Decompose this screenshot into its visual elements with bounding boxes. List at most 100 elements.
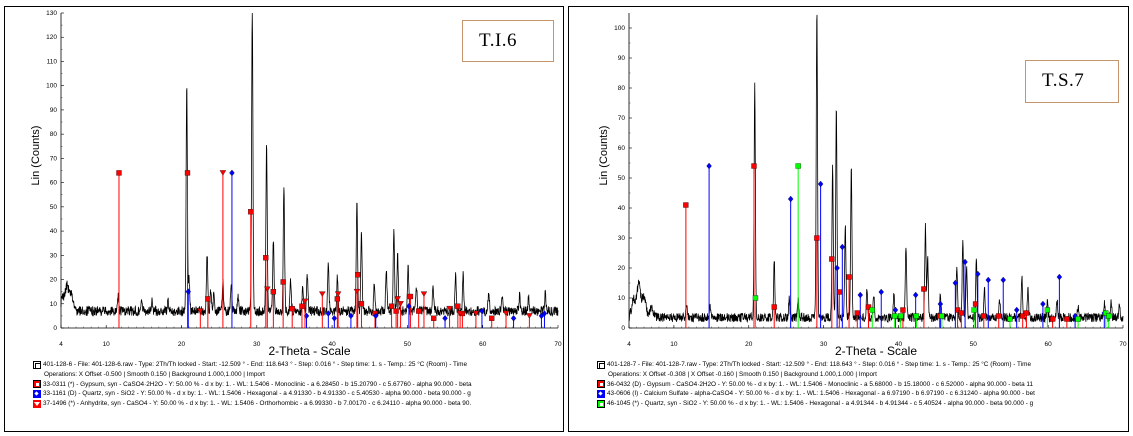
diamond-marker [479, 307, 485, 315]
square-marker [939, 313, 945, 319]
triangle-marker [472, 310, 480, 317]
x-tick-label: 50 [970, 341, 978, 348]
square-marker [892, 313, 898, 319]
x-axis-label: 2-Theta - Scale [268, 344, 350, 358]
square-marker [280, 279, 286, 285]
square-marker [1020, 313, 1026, 319]
legend-text: 36-0432 (D) - Gypsum - CaSO4·2H2O - Y: 5… [607, 380, 1034, 388]
legend: 401-128-7 - File: 401-128-7.raw - Type: … [597, 360, 1127, 409]
triangle-marker [301, 298, 309, 305]
y-tick-label: 120 [46, 34, 57, 41]
diamond-marker [952, 279, 959, 287]
diamond-marker [892, 306, 899, 314]
xrd-panel-ts7: 0 10 20 30 40 50 60 70 80 90 100 4 10 20 30 40 50 60 70 2-T… [568, 6, 1129, 432]
sample-tag-box: T.S.7 [1025, 60, 1119, 103]
legend-item: 33-0311 (*) - Gypsum, syn - CaSO4·2H2O -… [33, 380, 563, 390]
x-tick-label: 70 [1119, 341, 1127, 348]
x-tick-label: 30 [253, 341, 261, 348]
diamond-marker [857, 291, 863, 299]
square-marker [1064, 316, 1070, 322]
x-tick-label: 10 [670, 341, 678, 348]
square-marker [270, 289, 277, 295]
y-axis-label: Lin (Counts) [598, 126, 610, 186]
x-tick-label: 70 [554, 341, 562, 348]
legend-item: 33-1161 (D) - Quartz, syn - SiO2 - Y: 50… [33, 389, 563, 399]
square-marker [921, 286, 927, 292]
y-tick-label: 90 [618, 55, 626, 62]
diamond-marker [541, 310, 548, 317]
diamond-marker [787, 195, 794, 203]
diamond-marker [331, 315, 338, 322]
y-tick-label: 70 [618, 115, 626, 122]
square-marker [900, 307, 906, 313]
y-axis-label: Lin (Counts) [30, 126, 42, 186]
diamond-marker [839, 243, 846, 251]
diamond-marker [962, 258, 968, 266]
diamond-marker [834, 264, 840, 272]
square-marker-icon [597, 380, 605, 389]
square-marker [898, 313, 904, 319]
diffraction-pattern-line [60, 12, 559, 318]
square-marker [971, 307, 977, 313]
square-marker [431, 315, 437, 321]
square-marker [846, 274, 852, 280]
diamond-marker [348, 312, 354, 320]
square-marker [1023, 310, 1030, 316]
y-tick-label: 110 [47, 58, 58, 65]
scan-legend-icon [33, 360, 41, 369]
y-tick-label: 100 [614, 25, 625, 32]
square-marker [1075, 316, 1081, 322]
square-marker-icon [33, 380, 41, 389]
triangle-marker [219, 170, 227, 176]
y-tick-label: 40 [50, 228, 58, 235]
diamond-marker [1014, 306, 1020, 314]
square-marker [334, 296, 341, 302]
x-tick-label: 20 [178, 341, 186, 348]
x-axis-label: 2-Theta - Scale [835, 344, 917, 358]
x-tick-label: 20 [745, 341, 753, 348]
sample-tag: T.S.7 [1042, 70, 1085, 91]
square-marker-icon [597, 400, 605, 409]
diamond-marker [1056, 273, 1063, 281]
diamond-marker-icon [597, 390, 605, 399]
x-tick-label: 60 [1045, 341, 1053, 348]
square-marker [455, 303, 461, 309]
legend-text: 33-1161 (D) - Quartz, syn - SiO2 - Y: 50… [43, 390, 471, 398]
diamond-marker [1000, 276, 1006, 284]
y-tick-label: 0 [53, 325, 57, 332]
y-tick-label: 80 [50, 131, 58, 138]
diamond-marker [878, 288, 884, 296]
x-tick-label: 4 [627, 341, 631, 348]
diamond-marker-icon [33, 390, 41, 399]
triangle-marker-icon [33, 400, 41, 409]
y-tick-label: 60 [50, 180, 58, 187]
square-marker [489, 315, 495, 321]
square-marker [865, 304, 872, 310]
diamond-marker [185, 288, 191, 295]
triangle-marker [456, 310, 464, 317]
square-marker [1106, 313, 1112, 319]
x-tick-label: 60 [479, 341, 487, 348]
square-marker [913, 313, 920, 319]
triangle-marker [394, 296, 401, 302]
legend-text: Operations: X Offset -0.308 | X Offset -… [608, 370, 877, 378]
x-tick-label: 30 [820, 341, 828, 348]
y-tick-label: 30 [50, 252, 58, 259]
square-marker [355, 272, 361, 278]
square-marker [1044, 307, 1051, 313]
square-marker [289, 305, 295, 312]
square-marker [771, 304, 777, 310]
x-tick-label: 40 [328, 341, 336, 348]
y-tick-label: 70 [50, 155, 58, 162]
triangle-marker [353, 289, 361, 295]
legend-text: 43-0606 (I) - Calcium Sulfate - alpha-Ca… [607, 390, 1035, 398]
x-tick-label: 50 [404, 341, 412, 348]
xrd-panel-ti6: 0 10 20 30 40 50 60 70 80 90 100 110 120 130 4 10 20 30 40… [4, 6, 564, 432]
diamond-marker [406, 302, 412, 310]
square-marker [358, 301, 365, 307]
legend-text: 33-0311 (*) - Gypsum, syn - CaSO4·2H2O -… [43, 380, 472, 388]
square-marker [751, 163, 757, 169]
square-marker [1007, 316, 1013, 322]
square-marker [683, 202, 689, 208]
diamond-marker [1040, 300, 1046, 308]
